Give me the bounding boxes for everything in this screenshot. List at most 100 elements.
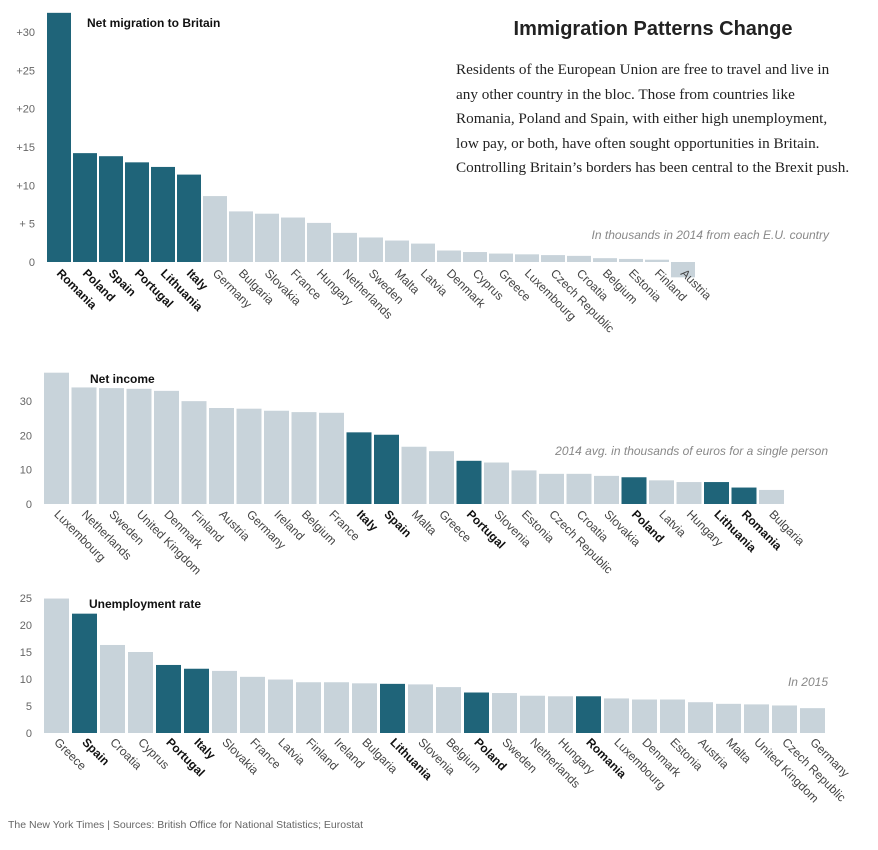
footer-sources: Sources: British Office for National Sta… [112, 819, 364, 831]
y-tick-label: 10 [20, 674, 32, 686]
y-tick-label: 0 [26, 728, 32, 740]
bar-denmark [437, 250, 461, 262]
bar-romania [576, 696, 601, 733]
bar-finland [296, 682, 321, 733]
page-title: Immigration Patterns Change [513, 18, 793, 40]
bar-denmark [632, 699, 657, 733]
bars-unemployment [44, 598, 825, 733]
bar-slovakia [212, 670, 237, 733]
bar-poland [621, 477, 647, 504]
bar-slovenia [408, 684, 433, 733]
bar-greece [44, 598, 69, 733]
bar-belgium [291, 412, 317, 504]
y-tick-label: 10 [20, 465, 32, 477]
bars-net-income [44, 372, 784, 504]
y-tick-label: +25 [16, 65, 35, 77]
bar-italy [177, 174, 201, 262]
bar-latvia [649, 480, 674, 504]
bar-greece [429, 451, 454, 504]
bar-latvia [268, 679, 293, 733]
bar-portugal [156, 664, 181, 733]
chart-unemployment: 0 5 10 15 20 25 GreeceSpainCroatiaCyprusPortu… [20, 593, 852, 806]
y-tick-label: 30 [20, 396, 32, 408]
bar-united-kingdom [744, 704, 769, 733]
bar-malta [401, 446, 427, 504]
bar-bulgaria [759, 489, 784, 504]
bar-croatia [100, 644, 125, 733]
bar-austria [209, 408, 234, 504]
bar-luxembourg [604, 698, 629, 733]
bar-italy [184, 668, 209, 733]
bar-poland [464, 692, 489, 733]
y-tick-label: +10 [16, 180, 35, 192]
bar-croatia [566, 473, 592, 504]
bar-netherlands [520, 695, 545, 733]
bar-lithuania [704, 482, 729, 504]
bar-spain [72, 613, 97, 733]
y-tick-label: 20 [20, 620, 32, 632]
bar-czech-republic [539, 473, 564, 504]
bar-malta [716, 703, 741, 733]
y-tick-label: 0 [26, 499, 32, 511]
bar-finland [181, 401, 207, 504]
bar-malta [385, 240, 409, 262]
chart-note-unemployment: In 2015 [788, 675, 828, 689]
bar-germany [203, 196, 227, 262]
y-axis-net-income: 0 10 20 30 [20, 396, 32, 511]
bar-austria [688, 702, 713, 733]
bar-netherlands [333, 232, 357, 262]
y-tick-label: 25 [20, 593, 32, 605]
bar-hungary [307, 222, 331, 262]
bar-sweden [359, 237, 383, 262]
bar-belgium [436, 687, 461, 733]
y-tick-label: 15 [20, 647, 32, 659]
bar-slovenia [484, 462, 509, 504]
bar-france [240, 676, 265, 733]
chart-note-net-migration: In thousands in 2014 from each E.U. coun… [592, 228, 830, 242]
intro-paragraph: Residents of the European Union are free… [456, 61, 850, 176]
footer: The New York Times | Sources: British Of… [8, 819, 363, 831]
bar-denmark [154, 390, 179, 504]
bar-netherlands [71, 387, 97, 504]
bar-germany [800, 708, 825, 733]
category-label-latvia: Latvia [418, 266, 451, 299]
bar-cyprus [463, 252, 487, 262]
bar-greece [489, 253, 513, 262]
bar-bulgaria [229, 211, 253, 262]
y-axis-net-migration: 0 + 5 +10 +15 +20 +25 +30 [16, 27, 35, 269]
bar-czech-republic [772, 705, 797, 733]
bar-austria [671, 262, 695, 278]
bar-portugal [125, 162, 149, 262]
bars-net-migration [47, 12, 695, 278]
bar-spain [99, 156, 123, 262]
chart-note-net-income: 2014 avg. in thousands of euros for a si… [554, 444, 828, 458]
y-tick-label: +15 [16, 142, 35, 154]
category-label-malta: Malta [409, 507, 440, 538]
bar-lithuania [380, 683, 405, 733]
bar-estonia [511, 470, 537, 504]
bar-hungary [676, 482, 702, 504]
bar-ireland [264, 410, 289, 504]
bar-bulgaria [352, 683, 377, 733]
y-tick-label: +30 [16, 27, 35, 39]
chart-title-unemployment: Unemployment rate [89, 597, 201, 611]
bar-czech-republic [541, 255, 565, 262]
bar-lithuania [151, 166, 175, 262]
bar-sweden [99, 388, 124, 504]
y-tick-label: 20 [20, 430, 32, 442]
chart-title-net-income: Net income [90, 372, 155, 386]
bar-luxembourg [44, 372, 69, 504]
bar-sweden [492, 693, 517, 733]
chart-title-net-migration: Net migration to Britain [87, 16, 220, 30]
y-tick-label: +20 [16, 104, 35, 116]
chart-net-income: 0 10 20 30 LuxembourgNetherlandsSwedenUnite… [20, 372, 829, 578]
y-tick-label: 0 [29, 257, 35, 269]
bar-france [319, 412, 344, 504]
y-tick-label: 5 [26, 701, 32, 713]
bar-hungary [548, 696, 573, 733]
category-labels-net-migration: RomaniaPolandSpainPortugalLithuaniaItaly… [54, 266, 715, 335]
bar-slovakia [594, 475, 619, 504]
bar-latvia [411, 243, 435, 262]
